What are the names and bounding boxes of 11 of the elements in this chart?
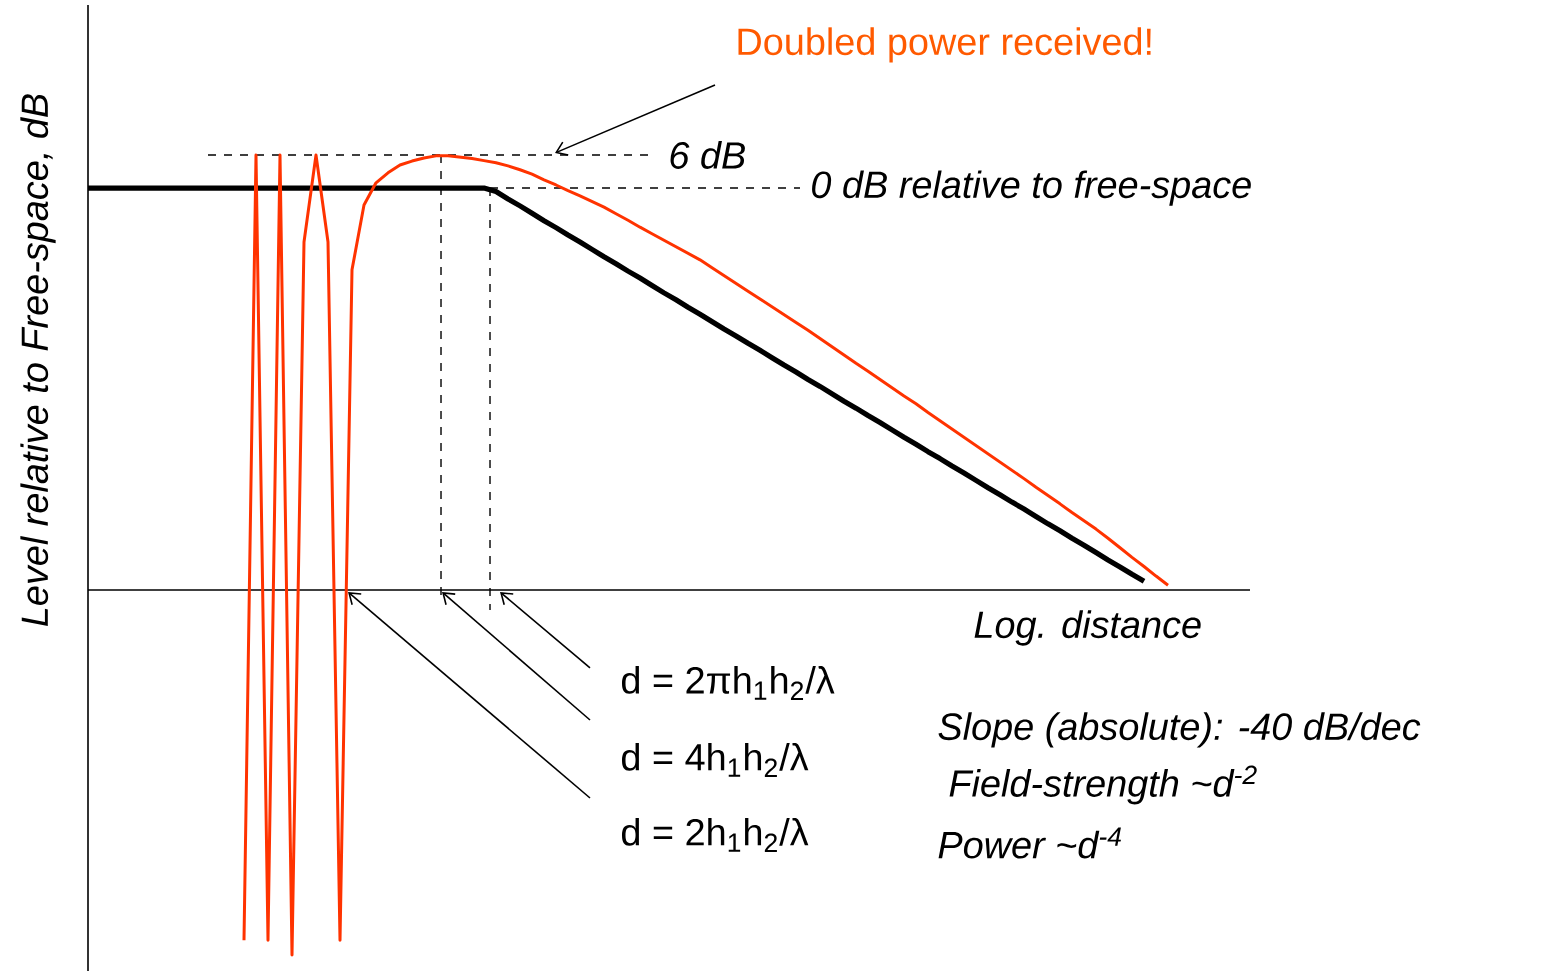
x-axis-title: Log. distance <box>974 610 1201 646</box>
annotation: d = 4h$_{1}$h$_{2}$/λ <box>622 743 809 778</box>
text: Doubled power received! <box>738 27 1151 63</box>
annotation: Field-strength ~d$^{-2}$ <box>949 765 1257 805</box>
annotation: Power ~d$^{-4}$ <box>938 827 1121 859</box>
annotation: d = 2h$_{1}$h$_{2}$/λ <box>622 818 809 853</box>
annotation: d = 2πh$_{1}$h$_{2}$/λ <box>622 666 835 701</box>
annotation: Slope (absolute): -40 dB/dec <box>938 712 1421 748</box>
y-axis-title: Level relative to Free-space, dB <box>20 94 56 627</box>
ref-line-label: 6 dB <box>670 141 745 169</box>
ref-line-label: 0 dB relative to free-space <box>812 170 1251 206</box>
